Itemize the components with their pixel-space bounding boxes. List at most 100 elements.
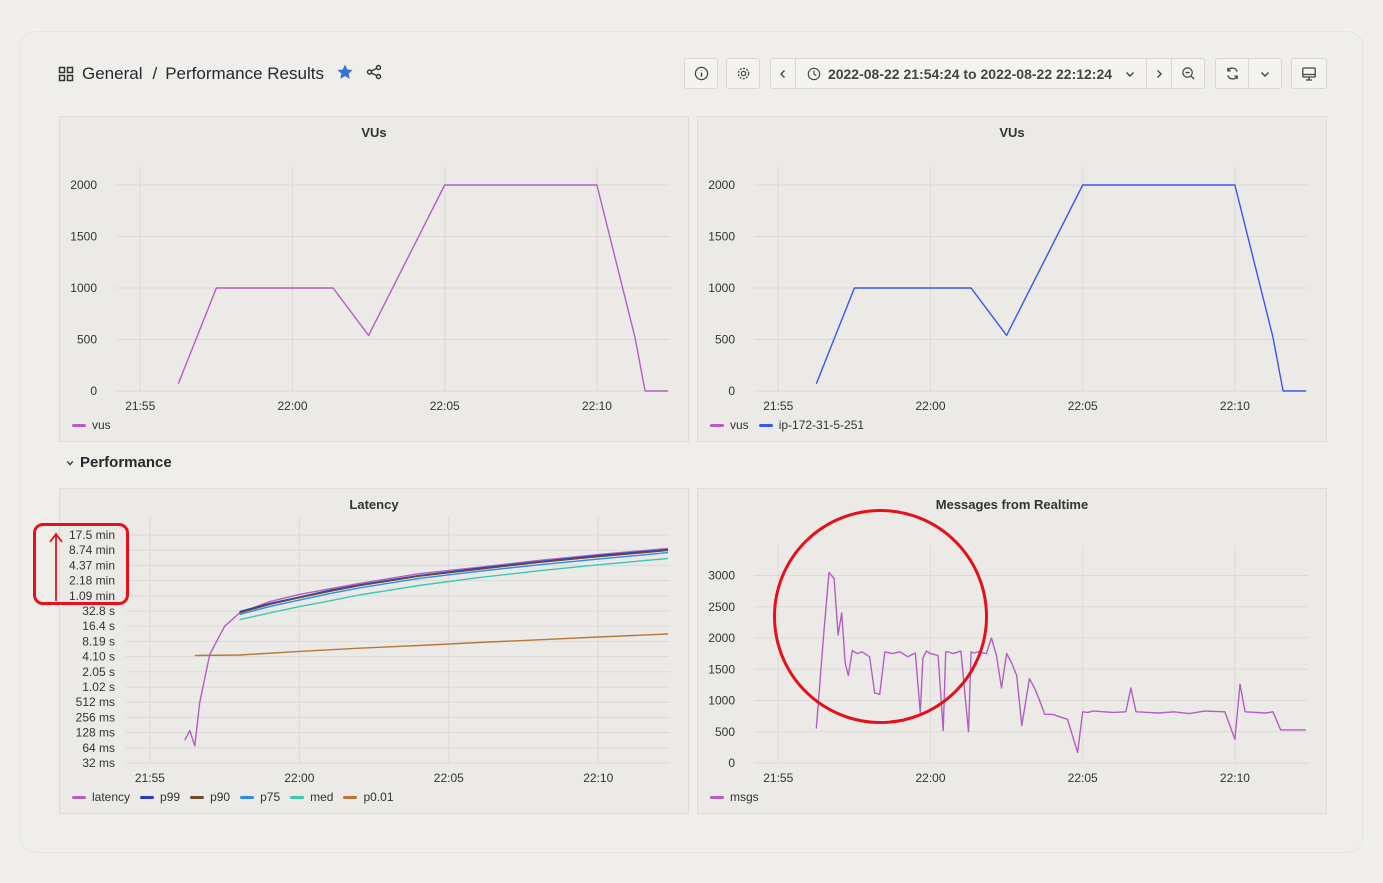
legend-item-latency[interactable]: latency — [72, 790, 130, 804]
star-icon[interactable] — [336, 63, 354, 86]
series-line-latency[interactable] — [184, 547, 669, 747]
panel-title[interactable]: VUs — [361, 125, 387, 140]
chevron-right-icon — [1157, 69, 1162, 78]
time-range-picker[interactable]: 2022-08-22 21:54:24 to 2022-08-22 22:12:… — [795, 58, 1147, 89]
y-tick-label: 2000 — [708, 178, 735, 192]
breadcrumb-folder[interactable]: General — [82, 64, 143, 83]
annotation-circle — [773, 509, 988, 724]
chevron-down-icon — [1261, 71, 1269, 77]
share-icon[interactable] — [366, 64, 382, 85]
tv-mode-button[interactable] — [1291, 58, 1327, 89]
legend-item-msgs[interactable]: msgs — [710, 790, 759, 804]
series-line-med[interactable] — [239, 557, 669, 621]
info-button[interactable] — [684, 58, 718, 89]
y-tick-label: 500 — [77, 333, 97, 347]
y-tick-label: 17.5 min — [69, 528, 115, 542]
panel-title[interactable]: Latency — [349, 497, 399, 512]
legend-item-vus[interactable]: vus — [72, 418, 111, 432]
gear-icon — [737, 67, 749, 80]
y-tick-label: 1000 — [70, 281, 97, 295]
legend-swatch — [190, 795, 205, 799]
chevron-left-icon — [780, 69, 785, 78]
y-tick-label: 16.4 s — [82, 619, 115, 633]
legend-label: ip-172-31-5-251 — [778, 418, 865, 432]
series-line-p90[interactable] — [239, 549, 669, 614]
x-tick-label: 22:00 — [277, 399, 307, 413]
x-tick-label: 22:00 — [284, 771, 314, 785]
y-tick-label: 2000 — [708, 631, 735, 645]
panel-latency[interactable]: Latency 21:55 22:00 22:05 22:10 32 ms 64 ms 12… — [59, 488, 689, 814]
x-tick-label: 21:55 — [135, 771, 165, 785]
y-tick-label: 4.37 min — [69, 558, 115, 572]
series-line-p75[interactable] — [239, 551, 669, 616]
y-tick-label: 256 ms — [76, 710, 115, 724]
refresh-interval-dropdown[interactable] — [1248, 58, 1282, 89]
y-tick-label: 2500 — [708, 600, 735, 614]
legend-label: msgs — [730, 790, 759, 804]
x-tick-label: 22:10 — [1220, 399, 1250, 413]
time-shift-forward-button[interactable] — [1146, 58, 1172, 89]
legend-swatch — [290, 795, 305, 799]
row-title: Performance — [80, 454, 172, 471]
y-tick-label: 500 — [715, 725, 735, 739]
time-range-label: 2022-08-22 21:54:24 to 2022-08-22 22:12:… — [827, 65, 1113, 82]
legend-label: vus — [730, 418, 749, 432]
x-tick-label: 22:10 — [583, 771, 613, 785]
legend-swatch — [72, 795, 86, 799]
panel-title[interactable]: Messages from Realtime — [935, 497, 1089, 512]
time-shift-back-button[interactable] — [770, 58, 796, 89]
panel-vus-right[interactable]: VUs 21:55 22:00 22:05 22:10 0 500 1000 1500 2000… — [697, 116, 1327, 442]
panel-title[interactable]: VUs — [999, 125, 1025, 140]
legend-item-ip-172-31-5-251[interactable]: ip-172-31-5-251 — [758, 418, 865, 432]
legend-label: p75 — [260, 790, 281, 804]
x-tick-label: 22:10 — [582, 399, 612, 413]
y-tick-label: 2.18 min — [69, 574, 115, 588]
y-tick-label: 1500 — [70, 230, 97, 244]
x-tick-label: 21:55 — [125, 399, 155, 413]
vus-right-chart: 21:55 22:00 22:05 22:10 0 500 1000 1500 2000 — [708, 167, 1308, 413]
series-line-ip-172-31-5-251[interactable] — [815, 184, 1306, 392]
x-tick-label: 21:55 — [763, 399, 793, 413]
x-tick-label: 22:00 — [915, 399, 945, 413]
top-navbar: General / Performance Results 2022-08-22… — [58, 58, 1328, 90]
legend-label: latency — [92, 790, 131, 804]
legend-swatch — [140, 795, 155, 799]
legend-item-p90[interactable]: p90 — [190, 790, 230, 804]
series-line-vus[interactable] — [177, 184, 668, 392]
info-icon — [694, 66, 708, 81]
y-tick-label: 2.05 s — [82, 665, 115, 679]
legend-item-med[interactable]: med — [290, 790, 333, 804]
zoom-out-button[interactable] — [1171, 58, 1205, 89]
x-tick-label: 22:05 — [434, 771, 464, 785]
refresh-icon — [1226, 67, 1238, 80]
refresh-button[interactable] — [1215, 58, 1249, 89]
vus-left-chart: 21:55 22:00 22:05 22:10 0 500 1000 1500 2000 — [70, 167, 670, 413]
y-tick-label: 0 — [728, 756, 735, 770]
legend-item-p75[interactable]: p75 — [240, 790, 280, 804]
chart-legend: vus — [72, 418, 111, 432]
x-tick-label: 22:05 — [430, 399, 460, 413]
legend-item-p99[interactable]: p99 — [140, 790, 180, 804]
y-tick-label: 0 — [90, 384, 97, 398]
row-performance[interactable]: Performance — [66, 454, 172, 471]
chart-legend: vus ip-172-31-5-251 — [710, 418, 864, 432]
legend-label: vus — [92, 418, 111, 432]
breadcrumb: General / Performance Results — [58, 61, 382, 87]
breadcrumb-separator: / — [152, 64, 158, 83]
y-tick-label: 1000 — [708, 281, 735, 295]
chart-legend: latency p99 p90 p75 med p0.01 — [72, 790, 394, 804]
y-tick-label: 2000 — [70, 178, 97, 192]
legend-swatch — [72, 423, 86, 427]
legend-item-p0-01[interactable]: p0.01 — [343, 790, 394, 804]
dashboard-grid-icon[interactable] — [58, 66, 74, 82]
legend-swatch — [343, 795, 358, 799]
dashboard-title[interactable]: Performance Results — [165, 64, 324, 83]
settings-button[interactable] — [726, 58, 760, 89]
panel-vus-left[interactable]: VUs 21:55 22:00 22:05 22:10 0 500 1000 1500 2000… — [59, 116, 689, 442]
chevron-down-icon — [66, 460, 74, 466]
monitor-icon — [1302, 66, 1316, 81]
series-line-p0-01[interactable] — [194, 633, 669, 657]
legend-label: p0.01 — [363, 790, 394, 804]
y-tick-label: 0 — [728, 384, 735, 398]
legend-item-vus[interactable]: vus — [710, 418, 749, 432]
